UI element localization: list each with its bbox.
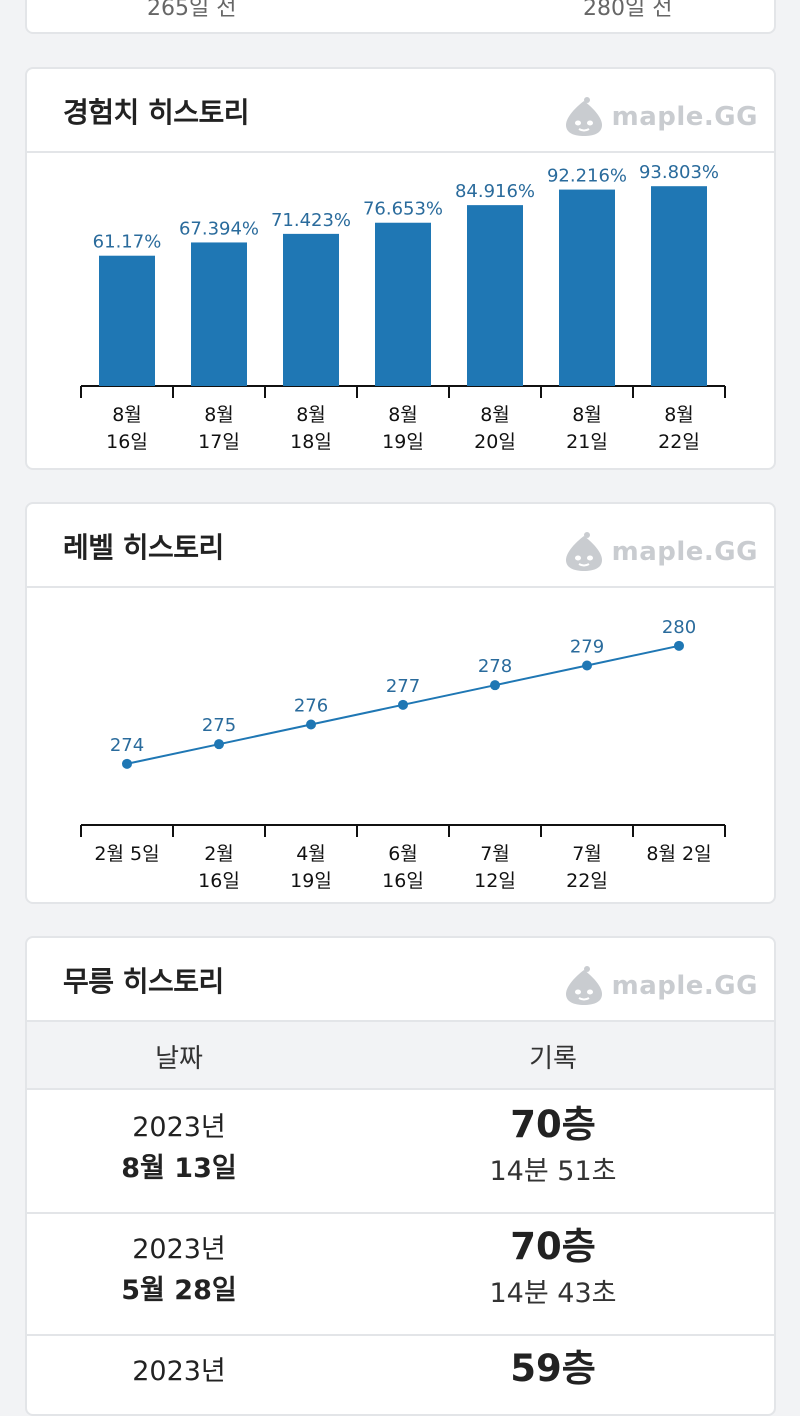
- date-cell: 2023년 5월 28일: [49, 1230, 309, 1312]
- year-text: 2023년: [132, 1356, 226, 1387]
- x-tick-label: 16일: [198, 870, 240, 892]
- bar: [191, 242, 247, 386]
- floor-text: 70층: [510, 1225, 596, 1268]
- previous-card-right-text: 280일 전: [583, 0, 673, 21]
- slime-icon: [562, 532, 606, 572]
- data-point: [214, 739, 224, 750]
- floor-text: 70층: [510, 1103, 596, 1146]
- bar-value-label: 71.423%: [271, 210, 351, 231]
- x-tick-label: 22일: [566, 870, 608, 892]
- time-text: 14분 43초: [489, 1278, 617, 1309]
- x-tick-label: 19일: [290, 870, 332, 892]
- maplegg-logo: maple.GG: [562, 97, 758, 137]
- data-point: [398, 699, 408, 710]
- maplegg-logo-text: maple.GG: [611, 971, 758, 1001]
- bar: [99, 255, 155, 386]
- data-point: [306, 719, 316, 730]
- x-tick-label: 8월: [296, 404, 326, 426]
- previous-card-left-text: 265일 전: [147, 0, 237, 21]
- exp-history-card: 경험치 히스토리 maple.GG 8월 16일 8월 17일 8월 18일 8월 19일 8월…: [25, 67, 776, 470]
- floor-text: 59층: [510, 1347, 596, 1390]
- x-tick-label: 8월: [204, 404, 234, 426]
- x-tick-label: 6월: [388, 843, 418, 865]
- record-cell: 59층: [403, 1344, 703, 1394]
- level-line-chart: 2월 5일 2월 16일 4월 19일 6월 16일 7월 12일 7월 22일 8월 2일 274 27…: [80, 617, 726, 892]
- table-row: 2023년 59층: [27, 1334, 774, 1414]
- exp-history-title: 경험치 히스토리: [63, 96, 250, 129]
- bar-value-label: 84.916%: [455, 181, 535, 202]
- level-history-header: 레벨 히스토리 maple.GG: [27, 504, 774, 588]
- level-history-title: 레벨 히스토리: [63, 531, 224, 564]
- previous-card-bottom: 265일 전 280일 전: [25, 0, 776, 34]
- table-header: 날짜 기록: [27, 1022, 774, 1090]
- maplegg-logo-text: maple.GG: [611, 537, 758, 567]
- bar-value-label: 67.394%: [179, 218, 259, 239]
- exp-bar-chart: 8월 16일 8월 17일 8월 18일 8월 19일 8월 20일 8월 21일 8월 22일 61.17…: [80, 162, 726, 453]
- bar-value-label: 92.216%: [547, 166, 627, 187]
- data-point: [674, 640, 684, 651]
- slime-icon: [562, 966, 606, 1006]
- x-tick-label: 8월: [664, 404, 694, 426]
- x-tick-label: 8월 2일: [646, 843, 711, 865]
- bar-value-label: 76.653%: [363, 199, 443, 220]
- x-tick-label: 16일: [106, 431, 148, 453]
- x-tick-label: 2월 5일: [94, 843, 159, 865]
- x-tick-label: 8월: [572, 404, 602, 426]
- record-cell: 70층 14분 51초: [403, 1100, 703, 1194]
- table-row: 2023년 5월 28일 70층 14분 43초: [27, 1212, 774, 1336]
- x-tick-label: 18일: [290, 431, 332, 453]
- bar: [283, 233, 339, 386]
- point-value-label: 275: [202, 715, 236, 736]
- bar-value-label: 61.17%: [93, 232, 162, 253]
- x-tick-label: 4월: [296, 843, 326, 865]
- point-value-label: 276: [294, 696, 328, 717]
- x-tick-label: 12일: [474, 870, 516, 892]
- date-text: 5월 28일: [121, 1275, 237, 1306]
- point-value-label: 274: [110, 735, 144, 756]
- x-tick-label: 20일: [474, 431, 516, 453]
- x-tick-label: 8월: [112, 404, 142, 426]
- column-header-date: 날짜: [155, 1044, 203, 1074]
- data-point: [490, 680, 500, 691]
- bar: [375, 222, 431, 386]
- point-value-label: 280: [662, 617, 696, 638]
- tower-history-header: 무릉 히스토리 maple.GG: [27, 938, 774, 1022]
- slime-icon: [562, 97, 606, 137]
- exp-history-header: 경험치 히스토리 maple.GG: [27, 69, 774, 153]
- bar-value-label: 93.803%: [639, 162, 719, 183]
- column-header-record: 기록: [529, 1044, 577, 1074]
- date-cell: 2023년: [49, 1352, 309, 1392]
- level-history-card: 레벨 히스토리 maple.GG 2월 5일 2월 16일 4월 19일 6월 16일 7월 1…: [25, 502, 776, 904]
- date-text: 8월 13일: [121, 1153, 237, 1184]
- x-tick-label: 17일: [198, 431, 240, 453]
- x-tick-label: 2월: [204, 843, 234, 865]
- bar: [559, 189, 615, 386]
- x-tick-label: 8월: [388, 404, 418, 426]
- year-text: 2023년: [132, 1234, 226, 1265]
- data-point: [122, 758, 132, 769]
- maplegg-logo: maple.GG: [562, 532, 758, 572]
- x-tick-label: 8월: [480, 404, 510, 426]
- record-cell: 70층 14분 43초: [403, 1222, 703, 1316]
- x-tick-label: 21일: [566, 431, 608, 453]
- point-value-label: 279: [570, 637, 604, 658]
- bar: [467, 205, 523, 386]
- x-tick-label: 7월: [572, 843, 602, 865]
- point-value-label: 278: [478, 656, 512, 677]
- year-text: 2023년: [132, 1112, 226, 1143]
- x-tick-label: 19일: [382, 431, 424, 453]
- x-tick-label: 22일: [658, 431, 700, 453]
- table-row: 2023년 8월 13일 70층 14분 51초: [27, 1090, 774, 1214]
- x-tick-label: 16일: [382, 870, 424, 892]
- data-point: [582, 660, 592, 671]
- x-tick-label: 7월: [480, 843, 510, 865]
- time-text: 14분 51초: [489, 1156, 617, 1187]
- point-value-label: 277: [386, 676, 420, 697]
- maplegg-logo-text: maple.GG: [611, 102, 758, 132]
- date-cell: 2023년 8월 13일: [49, 1108, 309, 1190]
- tower-history-title: 무릉 히스토리: [63, 965, 224, 998]
- tower-history-card: 무릉 히스토리 maple.GG 날짜 기록 2023년 8월 13일 70층: [25, 936, 776, 1416]
- bar: [651, 186, 707, 386]
- maplegg-logo: maple.GG: [562, 966, 758, 1006]
